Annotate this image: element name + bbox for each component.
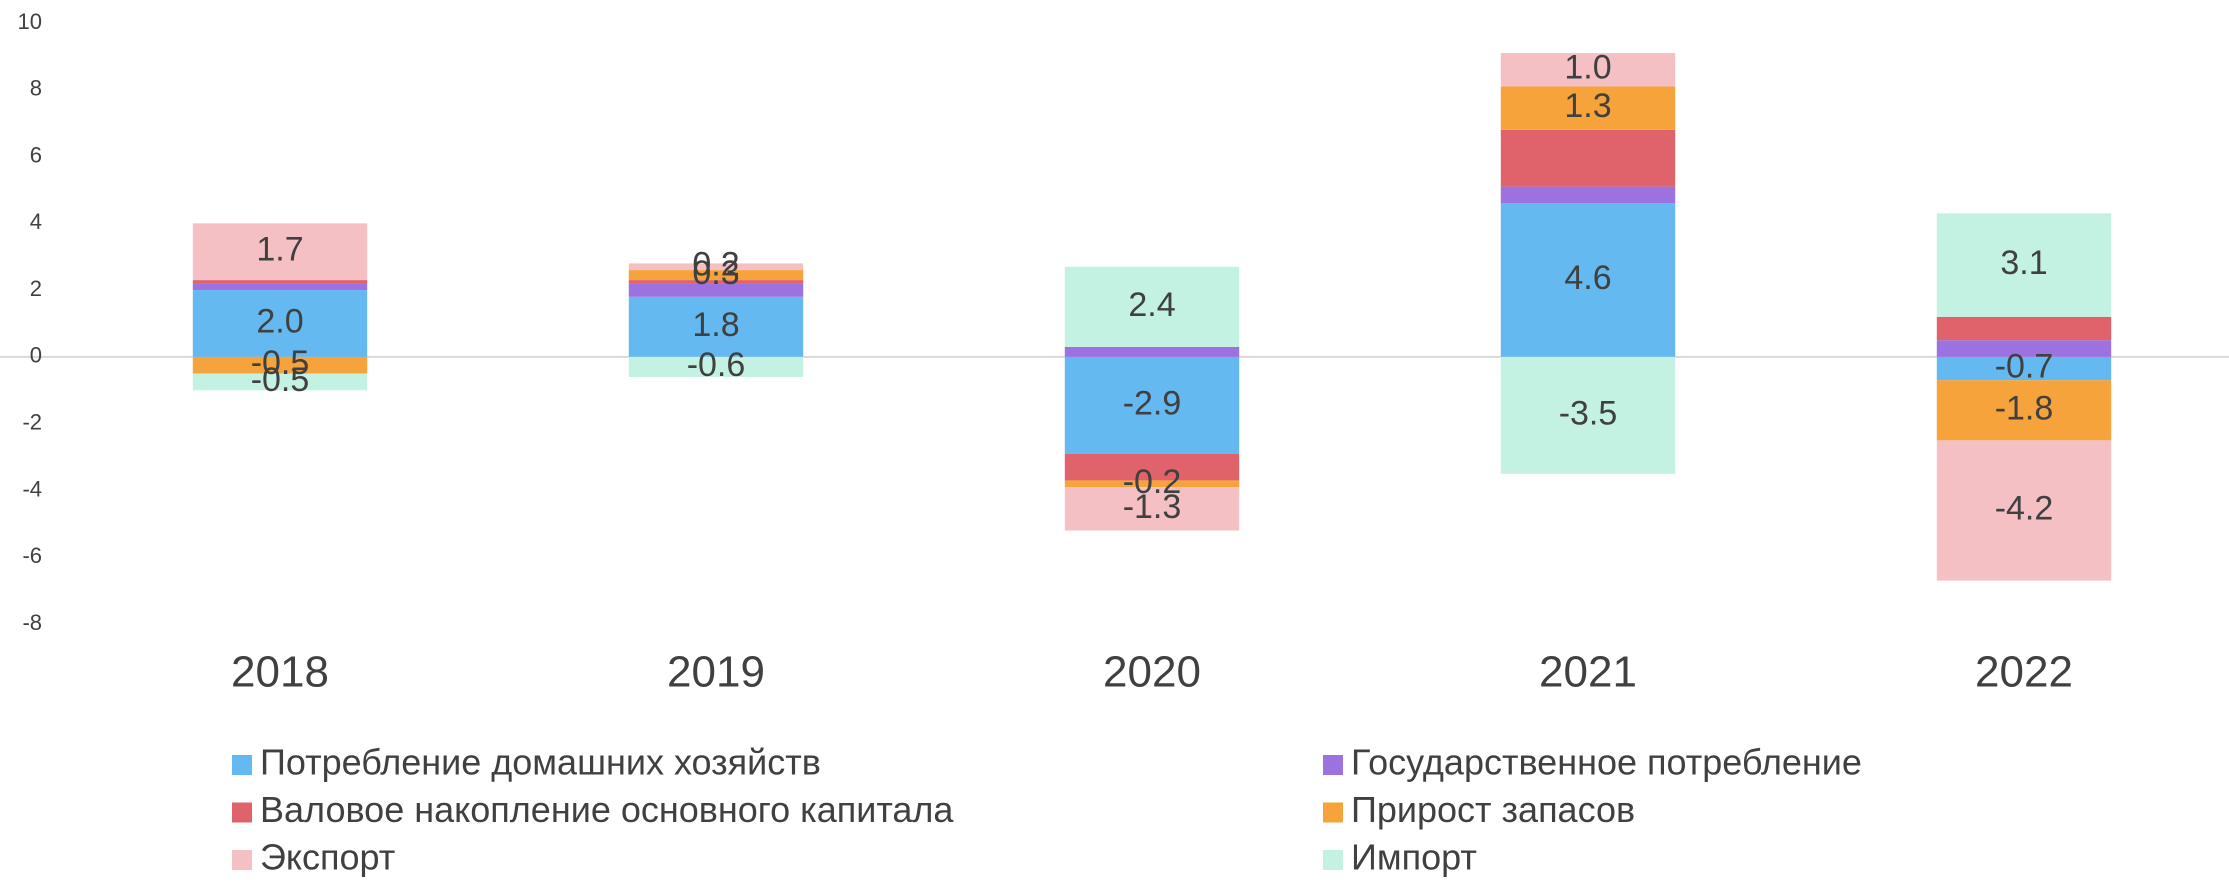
bar-segment (1064, 487, 1240, 531)
bar-segment (192, 373, 368, 391)
bar-segment (1936, 356, 2112, 381)
bar-segment (1064, 266, 1240, 347)
data-label: 1.8 (692, 306, 739, 344)
legend-swatch (1323, 850, 1343, 870)
y-tick-label: -4 (22, 476, 42, 501)
data-label: -0.6 (687, 346, 746, 384)
bar-segment (1936, 380, 2112, 441)
data-label: 2.4 (1128, 286, 1175, 324)
x-tick-label: 2022 (1975, 648, 2073, 697)
x-tick-label: 2019 (667, 648, 765, 697)
bar-segment (1936, 316, 2112, 341)
bar-segment (628, 283, 804, 297)
bar-segment (192, 223, 368, 281)
bar-segment (628, 270, 804, 281)
bar-segment (1936, 440, 2112, 581)
data-label: 1.7 (256, 231, 303, 269)
data-label: -4.2 (1995, 489, 2054, 527)
bar-segment (1500, 86, 1676, 130)
data-label: -0.5 (251, 361, 310, 399)
y-tick-label: 4 (30, 209, 42, 234)
y-tick-label: -8 (22, 610, 42, 635)
legend-label: Потребление домашних хозяйств (260, 742, 821, 783)
bar-segment (192, 356, 368, 374)
legend-swatch (1323, 802, 1343, 823)
bar-segment (1064, 480, 1240, 488)
data-label: 0.2 (692, 246, 739, 284)
bar-segment (628, 356, 804, 377)
legend-swatch (232, 850, 252, 870)
data-label: -2.9 (1123, 384, 1182, 422)
bar-segment (192, 283, 368, 291)
legend-label: Государственное потребление (1351, 742, 1862, 783)
bar-segment (1936, 213, 2112, 317)
data-label: 1.0 (1564, 49, 1611, 87)
y-tick-label: 6 (30, 142, 42, 167)
legend-swatch (1323, 755, 1343, 775)
bar-segment (1500, 203, 1676, 357)
y-tick-label: 0 (30, 343, 42, 368)
legend-label: Прирост запасов (1351, 789, 1635, 830)
data-label: 3.1 (2000, 244, 2047, 282)
bar-segment (1064, 356, 1240, 454)
data-label: -0.5 (251, 344, 310, 382)
data-label: -0.2 (1123, 463, 1182, 501)
data-label: -3.5 (1559, 394, 1618, 432)
data-label: 1.3 (1564, 87, 1611, 125)
data-label: -0.7 (1995, 348, 2054, 386)
bar-segment (1064, 346, 1240, 357)
data-label: 0.3 (692, 254, 739, 292)
y-tick-label: 2 (30, 276, 42, 301)
bar-segment (628, 263, 804, 271)
y-tick-label: -2 (22, 409, 42, 434)
x-tick-label: 2021 (1539, 648, 1637, 697)
bar-segment (1500, 356, 1676, 474)
bar-segment (1500, 129, 1676, 187)
bar-segment (628, 280, 804, 284)
y-tick-label: -6 (22, 543, 42, 568)
y-tick-label: 8 (30, 76, 42, 101)
data-label: 4.6 (1564, 259, 1611, 297)
legend-swatch (232, 802, 252, 823)
bar-segment (1064, 453, 1240, 481)
x-tick-label: 2018 (231, 648, 329, 697)
bar-segment (1500, 53, 1676, 87)
data-label: 2.0 (256, 302, 303, 340)
y-tick-label: 10 (18, 9, 42, 34)
data-label: -1.3 (1123, 488, 1182, 526)
legend-label: Экспорт (260, 837, 395, 878)
x-tick-label: 2020 (1103, 648, 1201, 697)
legend-label: Импорт (1351, 837, 1477, 878)
bar-segment (1500, 186, 1676, 204)
bar-segment (1936, 340, 2112, 357)
legend-swatch (232, 755, 252, 775)
data-label: -1.8 (1995, 389, 2054, 427)
bar-segment (628, 296, 804, 357)
bar-segment (192, 290, 368, 357)
bar-segment (192, 280, 368, 284)
legend-label: Валовое накопление основного капитала (260, 789, 954, 830)
